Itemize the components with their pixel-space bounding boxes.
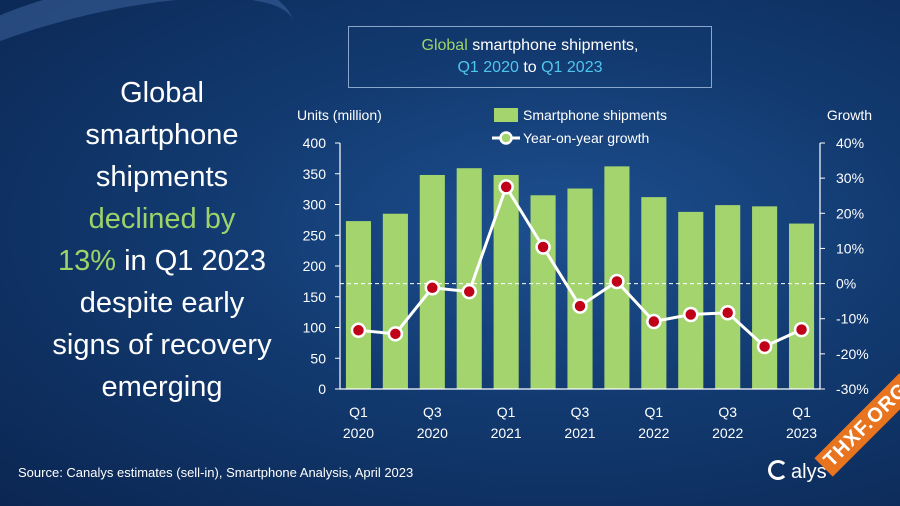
title-end-period: Q1 2023 bbox=[541, 59, 603, 76]
x-tick-label: Q1 bbox=[349, 404, 368, 420]
right-tick-label: -10% bbox=[836, 311, 869, 327]
logo-text: alys bbox=[791, 461, 827, 483]
title-start-period: Q1 2020 bbox=[457, 59, 519, 76]
left-tick-label: 250 bbox=[303, 227, 327, 243]
right-axis-title: Growth bbox=[827, 107, 872, 123]
right-tick-label: -30% bbox=[836, 381, 869, 397]
bar-q1-2021 bbox=[493, 174, 519, 389]
headline: Global smartphone shipments declined by … bbox=[18, 72, 306, 408]
title-to: to bbox=[518, 59, 542, 76]
left-tick-label: 150 bbox=[303, 289, 327, 305]
x-tick-label: Q1 bbox=[497, 404, 516, 420]
bar-q1-2020 bbox=[345, 221, 372, 389]
bar-q2-2020 bbox=[382, 213, 408, 389]
growth-point-q2-2022 bbox=[683, 306, 699, 323]
right-tick-label: 10% bbox=[836, 240, 864, 256]
headline-percent: 13% bbox=[58, 245, 117, 277]
growth-point-q3-2021 bbox=[572, 298, 588, 314]
source-note: Source: Canalys estimates (sell-in), Sma… bbox=[18, 465, 414, 480]
growth-point-q1-2021 bbox=[498, 179, 514, 195]
headline-line: 13% in Q1 2023 bbox=[18, 240, 306, 282]
left-tick-label: 50 bbox=[310, 350, 326, 366]
growth-point-q1-2020 bbox=[350, 322, 367, 339]
headline-line: emerging bbox=[101, 371, 223, 403]
growth-point-q4-2022 bbox=[756, 338, 773, 355]
bar-q3-2022 bbox=[715, 205, 741, 389]
growth-point-q1-2022 bbox=[646, 313, 662, 330]
x-tick-label: 2022 bbox=[638, 425, 669, 441]
bar-q1-2023 bbox=[788, 223, 815, 389]
left-tick-label: 300 bbox=[303, 197, 327, 213]
legend-bar-label: Smartphone shipments bbox=[523, 107, 667, 123]
headline-line: smartphone bbox=[85, 119, 239, 151]
x-tick-label: 2023 bbox=[786, 425, 817, 441]
left-tick-label: 0 bbox=[318, 381, 326, 397]
x-tick-label: 2020 bbox=[343, 425, 374, 441]
chart-title-box: Global smartphone shipments, Q1 2020 to … bbox=[348, 26, 712, 88]
x-tick-label: 2021 bbox=[564, 425, 595, 441]
left-tick-label: 100 bbox=[303, 320, 327, 336]
x-tick-label: Q3 bbox=[423, 404, 442, 420]
growth-point-q2-2021 bbox=[535, 239, 551, 255]
x-tick-label: 2020 bbox=[417, 425, 448, 441]
headline-line: signs of recovery bbox=[52, 329, 272, 361]
canalys-logo: alys bbox=[768, 460, 827, 484]
right-tick-label: 20% bbox=[836, 205, 864, 221]
bar-q3-2021 bbox=[567, 188, 593, 389]
growth-point-q3-2022 bbox=[719, 304, 736, 321]
headline-highlight: declined by bbox=[88, 203, 236, 235]
x-tick-label: 2022 bbox=[712, 425, 743, 441]
headline-line: Global bbox=[120, 77, 204, 109]
growth-point-q4-2021 bbox=[609, 273, 625, 290]
left-tick-label: 400 bbox=[303, 135, 327, 151]
headline-text: in Q1 2023 bbox=[116, 245, 266, 277]
x-tick-label: Q1 bbox=[645, 404, 664, 420]
legend-bar-swatch bbox=[494, 108, 518, 122]
headline-line: shipments bbox=[95, 161, 229, 193]
left-tick-label: 350 bbox=[303, 166, 327, 182]
bar-q1-2022 bbox=[641, 197, 667, 389]
bar-q4-2022 bbox=[752, 206, 778, 389]
bar-q4-2020 bbox=[456, 168, 482, 389]
bar-q2-2021 bbox=[530, 195, 556, 389]
x-tick-label: 2021 bbox=[491, 425, 522, 441]
left-tick-label: 200 bbox=[303, 258, 327, 274]
right-tick-label: 30% bbox=[836, 170, 864, 186]
chart-title-line1: Global smartphone shipments, bbox=[349, 35, 711, 57]
logo-mark-icon bbox=[768, 460, 788, 480]
headline-line: despite early bbox=[79, 287, 245, 319]
title-text: smartphone shipments, bbox=[467, 37, 639, 54]
x-tick-label: Q3 bbox=[718, 404, 737, 420]
growth-point-q3-2020 bbox=[424, 280, 441, 296]
chart-title-line2: Q1 2020 to Q1 2023 bbox=[349, 57, 711, 79]
growth-point-q4-2020 bbox=[461, 283, 477, 300]
right-tick-label: -20% bbox=[836, 346, 869, 362]
legend-line-label: Year-on-year growth bbox=[523, 130, 649, 146]
legend-line-marker bbox=[499, 131, 513, 145]
title-global: Global bbox=[421, 37, 468, 54]
right-tick-label: 40% bbox=[836, 135, 864, 151]
growth-point-q1-2023 bbox=[793, 321, 810, 338]
bar-q2-2022 bbox=[678, 211, 704, 389]
growth-point-q2-2020 bbox=[387, 326, 404, 342]
left-axis-title: Units (million) bbox=[297, 107, 382, 123]
right-tick-label: 0% bbox=[836, 276, 856, 292]
x-tick-label: Q3 bbox=[571, 404, 590, 420]
x-tick-label: Q1 bbox=[792, 404, 811, 420]
